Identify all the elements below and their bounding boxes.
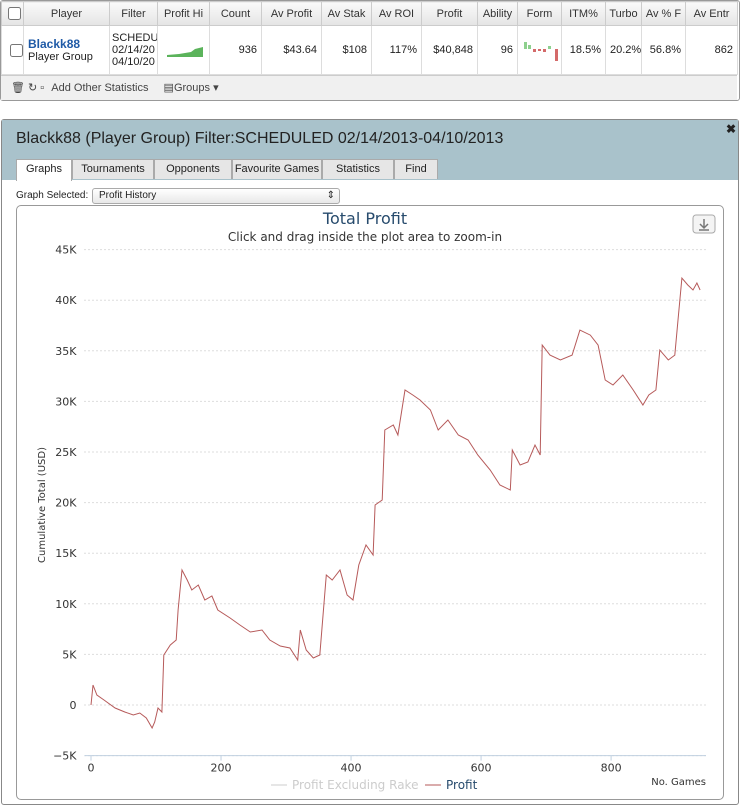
column-header[interactable]: Filter [109, 1, 158, 26]
checkbox[interactable] [8, 7, 21, 20]
add-stats-button[interactable]: Add Other Statistics [51, 82, 149, 94]
series-line [90, 276, 701, 730]
y-tick-label: −5K [53, 750, 77, 763]
tab[interactable]: Find [394, 159, 438, 179]
filter-line: 04/10/20 [112, 56, 155, 68]
groups-button[interactable]: Groups [173, 82, 211, 94]
column-header[interactable]: Av Profit [261, 1, 322, 26]
chart-subtitle: Click and drag inside the plot area to z… [228, 230, 502, 244]
graph-select[interactable]: Profit History ⇕ [92, 188, 340, 204]
chart-title: Total Profit [322, 209, 407, 228]
tab[interactable]: Favourite Games [232, 159, 322, 179]
filter-line: SCHEDU [112, 32, 158, 44]
panel-title: Blackk88 (Player Group) Filter:SCHEDULED… [16, 130, 504, 147]
column-header[interactable]: Profit [421, 1, 478, 26]
tab[interactable]: Opponents [154, 159, 232, 179]
y-tick-label: 5K [62, 648, 77, 661]
x-tick-label: 200 [211, 762, 232, 775]
graph-label: Graph Selected: [16, 190, 89, 201]
y-tick-label: 10K [55, 598, 77, 611]
column-header[interactable]: Player [23, 1, 110, 26]
chart-box [16, 205, 724, 800]
y-tick-label: 35K [55, 345, 77, 358]
stats-table: Player Filter Profit Hi Count Av Profit Av St… [1, 1, 738, 75]
column-header[interactable]: Ability [477, 1, 518, 26]
column-header[interactable]: Form [517, 1, 562, 26]
cell: $43.64 [261, 25, 322, 75]
y-tick-label: 15K [55, 547, 77, 560]
legend-item: Profit [446, 778, 478, 792]
x-tick-label: 800 [601, 762, 622, 775]
cell: 96 [477, 25, 518, 75]
column-header[interactable]: Av Stak [321, 1, 372, 26]
close-button[interactable]: ✖ [726, 122, 737, 136]
cell: 117% [371, 25, 422, 75]
column-header[interactable]: ITM% [561, 1, 606, 26]
checkbox[interactable] [10, 43, 23, 57]
cell: $108 [321, 25, 372, 75]
cell: 56.8% [641, 25, 686, 75]
form-bars [524, 41, 558, 61]
x-tick-label: 400 [341, 762, 362, 775]
tab[interactable]: Graphs [16, 159, 72, 181]
cell: $40,848 [421, 25, 478, 75]
column-header[interactable]: Av % F [641, 1, 686, 26]
y-axis-label: Cumulative Total (USD) [37, 447, 48, 563]
column-header[interactable]: Av ROI [371, 1, 422, 26]
x-tick-label: 0 [88, 762, 95, 775]
cell: 936 [209, 25, 262, 75]
y-tick-label: 25K [55, 446, 77, 459]
column-header[interactable]: Av Entr [685, 1, 738, 26]
y-tick-label: 45K [55, 244, 77, 257]
column-header[interactable]: Count [209, 1, 262, 26]
x-axis-label: No. Games [651, 777, 706, 788]
panel [1, 119, 739, 805]
column-header[interactable]: Turbo [605, 1, 642, 26]
sparkline [167, 46, 203, 57]
y-tick-label: 40K [55, 294, 77, 307]
y-tick-label: 30K [55, 395, 77, 408]
cell: 862 [685, 25, 738, 75]
column-header[interactable]: Profit Hi [157, 1, 210, 26]
player-name[interactable]: Blackk88 [28, 37, 81, 51]
y-tick-label: 0 [70, 699, 77, 712]
graph-select-value: Profit History [99, 190, 157, 201]
tab[interactable]: Statistics [322, 159, 394, 179]
cell: 18.5% [561, 25, 606, 75]
player-type: Player Group [28, 51, 93, 63]
legend-item-inactive: Profit Excluding Rake [292, 778, 418, 792]
tab[interactable]: Tournaments [72, 159, 154, 179]
y-tick-label: 20K [55, 497, 77, 510]
filter-line: 02/14/20 [112, 44, 155, 56]
cell: 20.2% [605, 25, 642, 75]
chart: Total Profit Click and drag inside the p… [37, 209, 716, 792]
x-tick-label: 600 [471, 762, 492, 775]
toolbar: 🗑 ↻ ▫ Add Other Statistics ▤Groups ▾ [1, 75, 737, 100]
